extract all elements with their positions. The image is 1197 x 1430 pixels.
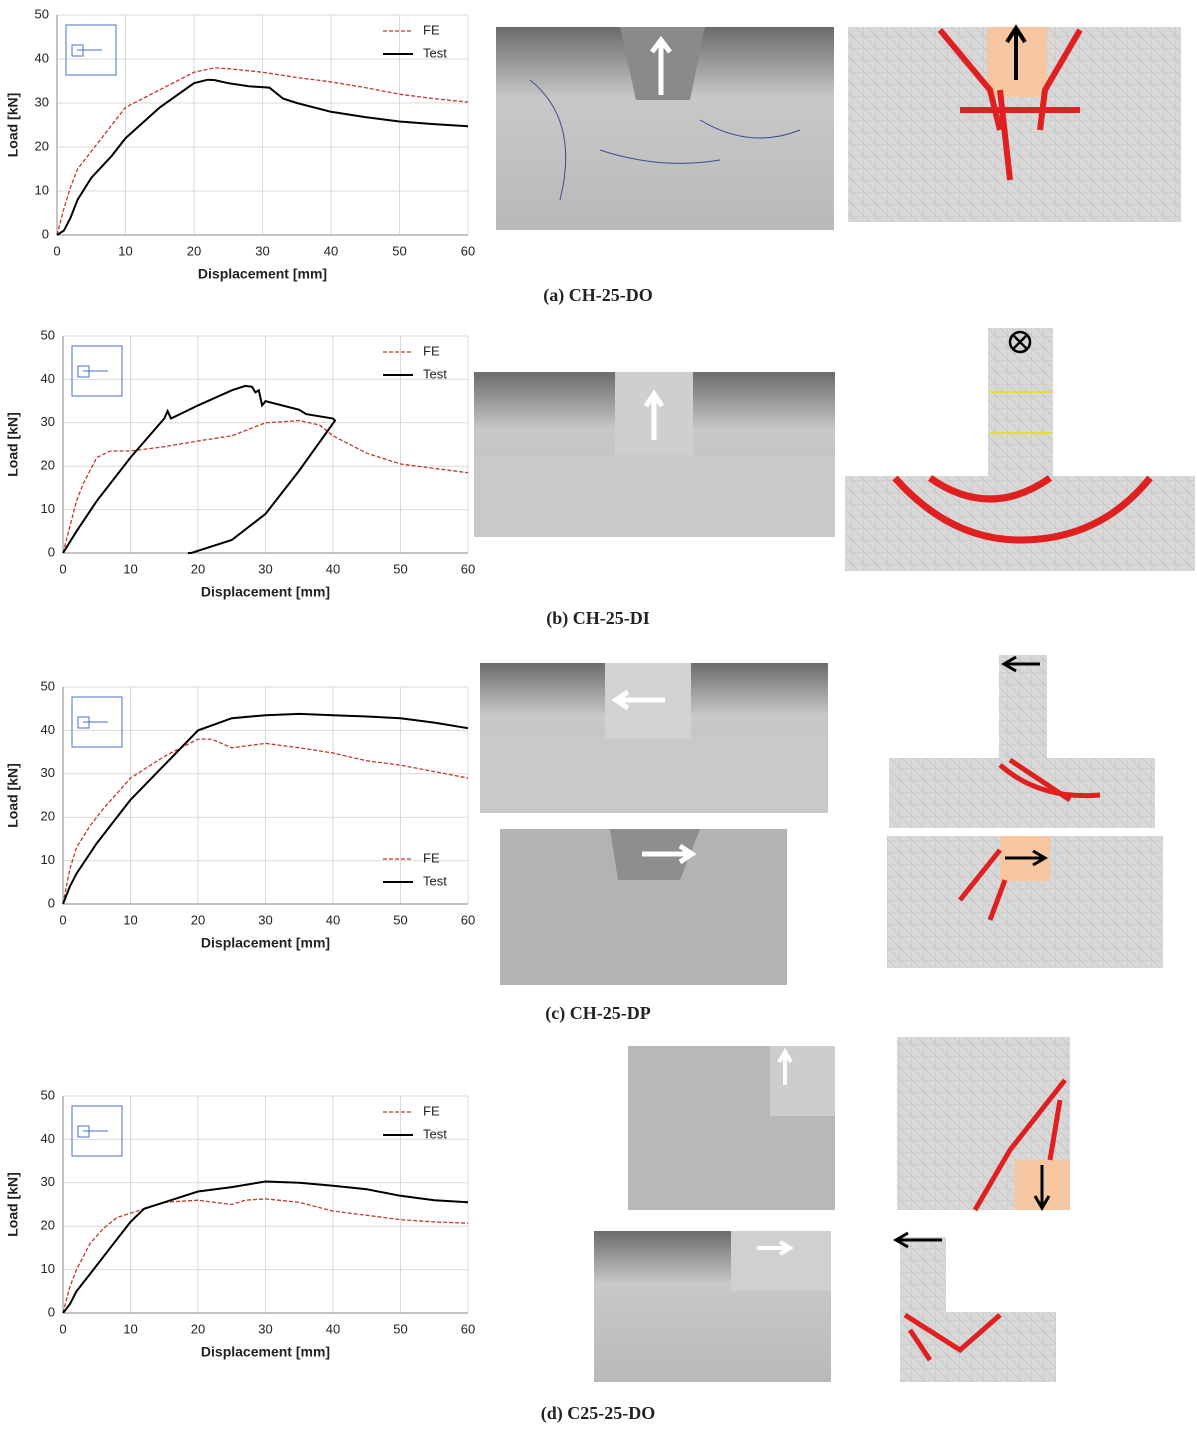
x-tick-label: 40 — [326, 912, 340, 927]
x-tick-label: 50 — [392, 243, 406, 258]
x-tick-label: 20 — [191, 1321, 205, 1336]
x-axis-title: Displacement [mm] — [201, 1344, 330, 1360]
x-tick-label: 0 — [59, 1321, 66, 1336]
x-tick-label: 60 — [461, 561, 475, 576]
y-tick-label: 30 — [35, 94, 49, 109]
x-tick-label: 50 — [393, 912, 407, 927]
legend-label: FE — [423, 343, 440, 358]
legend-label: Test — [423, 873, 447, 888]
x-tick-label: 30 — [258, 561, 272, 576]
y-tick-label: 30 — [41, 414, 55, 429]
x-tick-label: 60 — [461, 912, 475, 927]
x-tick-label: 10 — [123, 912, 137, 927]
x-tick-label: 20 — [191, 561, 205, 576]
x-tick-label: 50 — [393, 561, 407, 576]
y-tick-label: 40 — [35, 50, 49, 65]
y-tick-label: 10 — [41, 501, 55, 516]
x-tick-label: 10 — [118, 243, 132, 258]
y-tick-label: 40 — [41, 722, 55, 737]
y-tick-label: 0 — [48, 544, 55, 559]
x-tick-label: 60 — [461, 1321, 475, 1336]
x-tick-label: 0 — [59, 912, 66, 927]
x-tick-label: 20 — [187, 243, 201, 258]
x-tick-label: 20 — [191, 912, 205, 927]
fe-model — [999, 655, 1047, 760]
y-tick-label: 50 — [35, 6, 49, 21]
column — [731, 1231, 831, 1291]
x-tick-label: 0 — [59, 561, 66, 576]
y-tick-label: 50 — [41, 1087, 55, 1102]
series-line — [63, 386, 335, 553]
images — [474, 27, 1195, 1382]
y-tick-label: 0 — [42, 226, 49, 241]
x-tick-label: 40 — [326, 1321, 340, 1336]
figure: 0 10 20 30 40 50 60 0 10 20 30 40 50 FE Test Displaceme… — [0, 0, 1197, 1430]
x-tick-label: 10 — [123, 1321, 137, 1336]
y-axis-title: Load [kN] — [5, 763, 21, 828]
y-tick-label: 10 — [41, 852, 55, 867]
x-tick-label: 10 — [123, 561, 137, 576]
y-tick-label: 40 — [41, 371, 55, 386]
y-tick-label: 20 — [41, 809, 55, 824]
y-tick-label: 0 — [48, 1304, 55, 1319]
x-axis-title: Displacement [mm] — [201, 935, 330, 951]
y-tick-label: 30 — [41, 1174, 55, 1189]
legend-label: FE — [423, 22, 440, 37]
slab — [474, 455, 835, 537]
x-tick-label: 40 — [326, 561, 340, 576]
x-axis-title: Displacement [mm] — [198, 266, 327, 282]
y-tick-label: 20 — [41, 1218, 55, 1233]
legend-label: FE — [423, 850, 440, 865]
fe-model — [900, 1237, 946, 1382]
y-axis-title: Load [kN] — [5, 1172, 21, 1237]
x-tick-label: 60 — [461, 243, 475, 258]
column — [770, 1046, 835, 1116]
x-tick-label: 30 — [258, 1321, 272, 1336]
y-tick-label: 40 — [41, 1131, 55, 1146]
legend-label: FE — [423, 1103, 440, 1118]
x-axis-title: Displacement [mm] — [201, 584, 330, 600]
x-tick-label: 30 — [258, 912, 272, 927]
caption: (a) CH-25-DO — [543, 285, 652, 306]
fe-model — [988, 328, 1053, 476]
y-tick-label: 30 — [41, 765, 55, 780]
x-tick-label: 30 — [255, 243, 269, 258]
y-axis-title: Load [kN] — [5, 93, 21, 158]
y-tick-label: 20 — [35, 138, 49, 153]
legend-label: Test — [423, 1126, 447, 1141]
legend-label: Test — [423, 366, 447, 381]
caption: (b) CH-25-DI — [546, 608, 650, 629]
y-tick-label: 10 — [41, 1261, 55, 1276]
x-tick-label: 0 — [53, 243, 60, 258]
y-tick-label: 20 — [41, 458, 55, 473]
legend-label: Test — [423, 45, 447, 60]
x-tick-label: 40 — [324, 243, 338, 258]
y-tick-label: 10 — [35, 182, 49, 197]
y-tick-label: 50 — [41, 327, 55, 342]
slab — [480, 735, 828, 813]
y-tick-label: 50 — [41, 678, 55, 693]
caption: (d) C25-25-DO — [541, 1403, 656, 1424]
y-axis-title: Load [kN] — [5, 412, 21, 477]
y-tick-label: 0 — [48, 895, 55, 910]
caption: (c) CH-25-DP — [545, 1003, 650, 1024]
x-tick-label: 50 — [393, 1321, 407, 1336]
